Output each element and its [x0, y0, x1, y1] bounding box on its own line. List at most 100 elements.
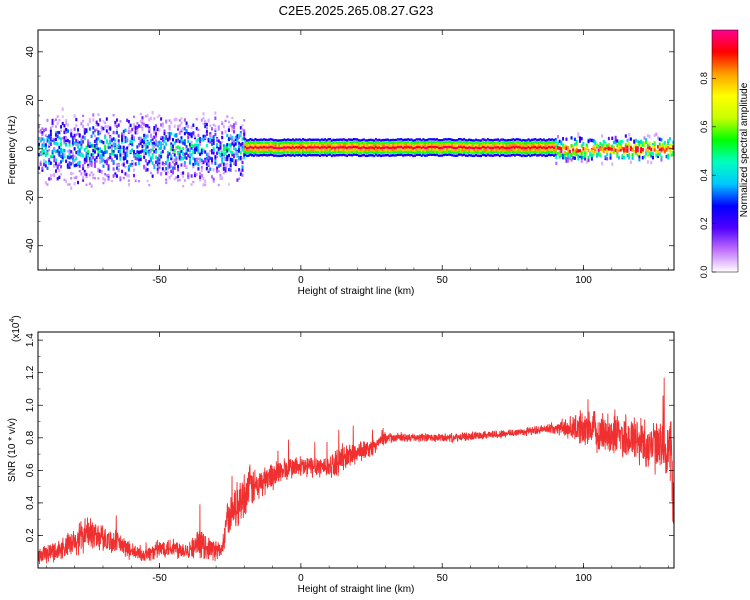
spectrogram-cell	[290, 139, 293, 142]
spectrogram-cell	[444, 145, 447, 149]
spectrogram-cell	[110, 138, 113, 142]
spectrogram-cell	[58, 175, 61, 180]
spectrogram-cell	[618, 141, 621, 145]
spectrogram-cell	[243, 147, 246, 150]
spectrogram-cell	[307, 151, 310, 154]
spectrogram-cell	[541, 141, 544, 145]
spectrogram-cell	[127, 119, 130, 124]
spectrogram-cell	[243, 129, 246, 133]
spectrogram-cell	[195, 172, 198, 177]
spectrogram-cell	[257, 144, 260, 147]
spectrogram-cell	[247, 141, 250, 145]
spectrogram-cell	[77, 152, 80, 156]
spectrogram-cell	[592, 145, 595, 149]
spectrogram-cell	[473, 142, 476, 145]
spectrogram-cell	[419, 143, 422, 146]
snr-y-tick-label: 1.0	[25, 398, 36, 412]
spectrogram-cell	[46, 151, 49, 155]
spectrogram-cell	[486, 138, 489, 141]
spectrogram-cell	[410, 146, 413, 149]
spectrogram-cell	[256, 148, 259, 152]
spectrogram-cell	[78, 169, 81, 173]
spectrogram-cell	[356, 143, 359, 146]
spectrogram-cell	[344, 154, 347, 157]
spectrogram-cell	[87, 149, 90, 154]
spectrogram-cell	[104, 150, 107, 154]
spectrogram-cell	[109, 155, 112, 160]
spectrogram-cell	[393, 151, 396, 154]
spectrogram-cell	[607, 146, 610, 150]
spectrogram-cell	[173, 158, 176, 162]
spectrogram-cell	[542, 146, 545, 149]
spectrogram-cell	[149, 150, 152, 153]
spectrogram-cell	[510, 153, 513, 157]
spectrogram-cell	[554, 143, 557, 146]
spectrogram-cell	[534, 153, 537, 156]
spectrogram-cell	[281, 139, 284, 142]
spectrogram-cell	[381, 151, 384, 154]
spectrogram-cell	[296, 154, 299, 157]
colorbar-tick-label: 0.2	[699, 217, 709, 230]
spectrogram-cell	[151, 147, 154, 152]
spectrogram-cell	[527, 138, 530, 141]
spectrogram-cell	[78, 164, 81, 168]
spectrogram-cell	[567, 145, 570, 150]
spectrogram-cell	[329, 140, 332, 144]
spectrogram-cell	[631, 156, 634, 160]
spectrogram-cell	[449, 145, 452, 149]
spectrogram-cell	[530, 146, 533, 149]
spectrogram-cell	[402, 154, 405, 157]
spectrogram-cell	[274, 151, 277, 154]
spectrogram-cell	[444, 148, 447, 151]
spectrogram-cell	[78, 151, 81, 155]
spectrogram-cell	[49, 137, 52, 142]
spectrogram-cell	[205, 132, 208, 137]
spectrogram-cell	[263, 150, 266, 154]
spectrogram-cell	[322, 148, 325, 152]
spectrogram-cell	[551, 153, 554, 156]
spectrogram-cell	[54, 131, 57, 135]
spectrogram-cell	[498, 151, 501, 155]
spectrogram-cell	[105, 174, 108, 177]
spectrogram-cell	[266, 141, 269, 145]
spectrogram-cell	[366, 154, 369, 158]
spectrogram-cell	[425, 154, 428, 157]
spectrogram-cell	[202, 137, 205, 142]
spectrogram-cell	[200, 149, 203, 153]
spectrogram-cell	[390, 154, 393, 157]
spectrogram-cell	[595, 154, 598, 158]
spectrogram-cell	[356, 148, 359, 151]
spectrogram-cell	[425, 151, 428, 154]
spectrogram-cell	[587, 158, 590, 162]
spectrogram-cell	[672, 151, 674, 155]
spectrogram-cell	[129, 123, 132, 128]
spectrogram-cell	[441, 141, 444, 145]
spectrogram-cell	[117, 149, 120, 154]
spectrogram-cell	[261, 138, 264, 142]
spectrogram-cell	[138, 144, 141, 148]
spectrogram-cell	[485, 149, 488, 152]
spectrogram-cell	[44, 164, 47, 168]
spectrogram-cell	[530, 141, 533, 144]
spectrogram-cell	[122, 176, 125, 180]
spectrogram-cell	[310, 138, 313, 142]
spectrogram-cell	[214, 116, 217, 120]
spectrogram-cell	[273, 154, 276, 157]
spectrogram-cell	[618, 146, 621, 151]
spectrogram-cell	[259, 146, 262, 149]
spectrogram-cell	[261, 148, 264, 152]
spectrogram-cell	[640, 143, 643, 148]
spectrogram-cell	[657, 154, 660, 158]
spectrogram-cell	[447, 150, 450, 153]
spectrogram-cell	[227, 128, 230, 132]
spectrogram-cell	[51, 149, 54, 154]
spectrogram-cell	[524, 144, 527, 147]
spectrogram-cell	[124, 151, 127, 156]
spectrogram-cell	[508, 144, 511, 147]
spectrogram-cell	[556, 135, 559, 139]
spectrogram-cell	[107, 173, 110, 177]
spectrogram-cell	[655, 150, 658, 154]
spectrogram-cell	[352, 138, 355, 141]
spectrogram-cell	[565, 137, 568, 141]
spectrogram-cell	[126, 118, 129, 123]
